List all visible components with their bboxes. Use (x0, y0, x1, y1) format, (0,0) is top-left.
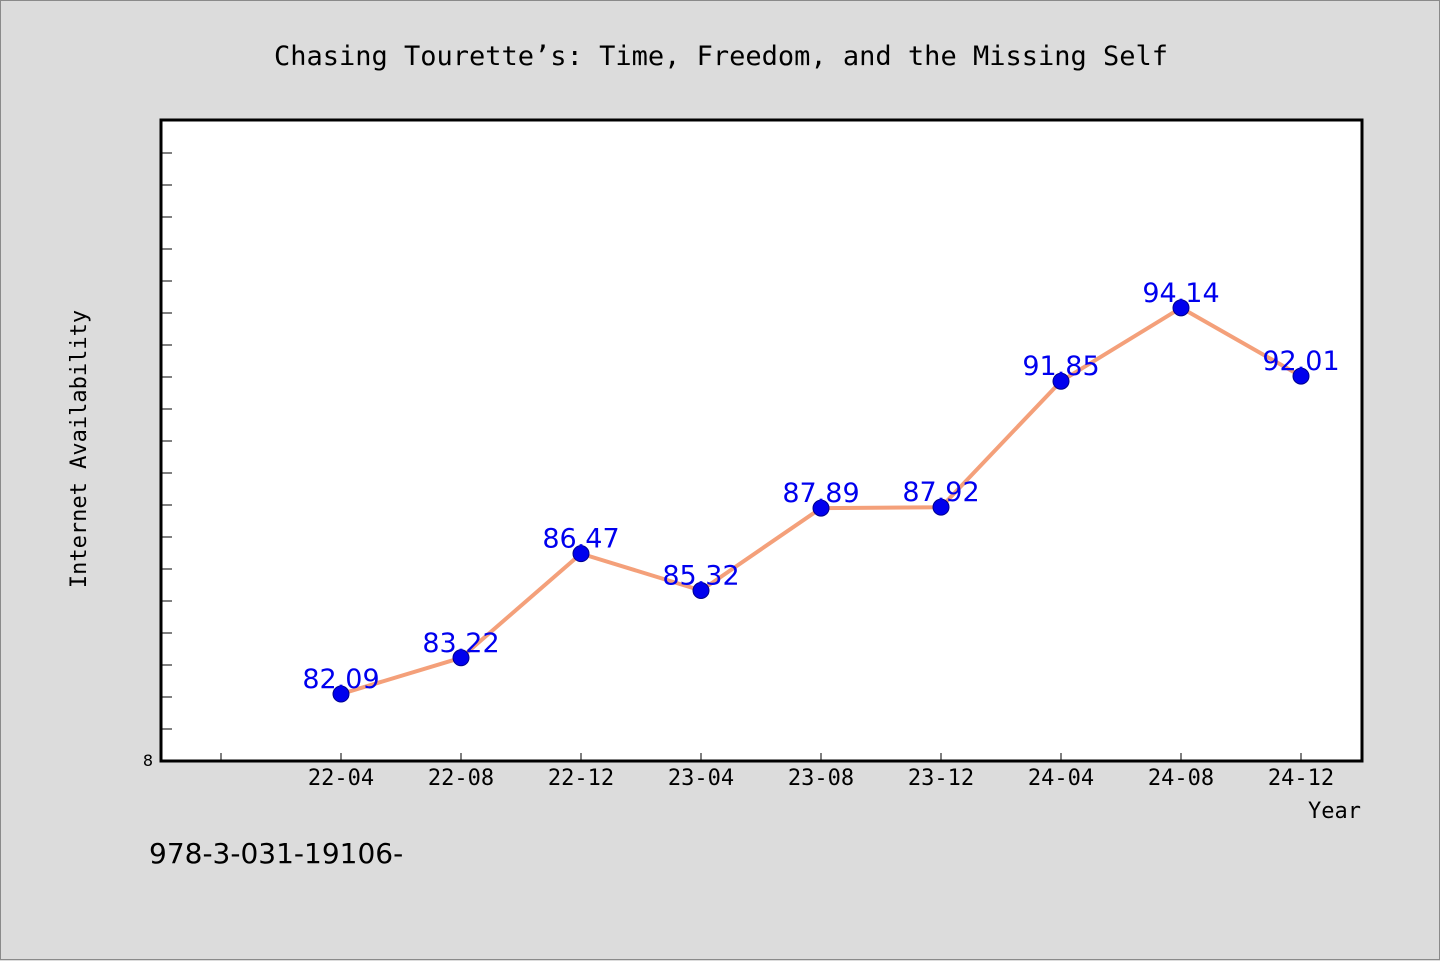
x-tick-label: 24-12 (1268, 766, 1334, 791)
data-point (332, 685, 350, 703)
data-point (932, 498, 950, 516)
data-label: 85.32 (662, 560, 739, 591)
isbn-text: 978-3-031-19106- (149, 837, 404, 870)
chart-title: Chasing Tourette’s: Time, Freedom, and t… (274, 41, 1168, 72)
series-layer: 82.09 83.22 86.47 85.32 87.89 87.92 91.85 94.14… (302, 278, 1340, 703)
data-label: 92.01 (1262, 346, 1339, 377)
x-tick-label: 23-12 (908, 766, 974, 791)
data-point (1172, 299, 1190, 317)
data-label: 94.14 (1142, 278, 1219, 309)
x-axis-label: Year (1308, 799, 1361, 824)
data-point (452, 649, 470, 667)
y-axis-label: Internet Availability (67, 310, 92, 588)
data-point (1052, 372, 1070, 390)
data-label: 86.47 (542, 524, 619, 555)
data-label: 82.09 (302, 664, 379, 695)
data-point (812, 499, 830, 517)
data-point (692, 581, 710, 599)
data-point (572, 545, 590, 563)
x-tick-label: 24-04 (1028, 766, 1094, 791)
data-label: 83.22 (422, 628, 499, 659)
x-tick-label: 22-12 (548, 766, 614, 791)
y-tick-label: 8 (143, 751, 153, 770)
x-axis-ticks: 22-04 22-08 22-12 23-04 23-08 23-12 24-04 24-08… (220, 753, 1334, 791)
data-label: 87.92 (902, 477, 979, 508)
data-label: 91.85 (1022, 351, 1099, 382)
data-point (1292, 367, 1310, 385)
y-axis-ticks (161, 152, 172, 730)
x-tick-label: 24-08 (1148, 766, 1214, 791)
x-tick-label: 22-08 (428, 766, 494, 791)
plot-area (159, 118, 1364, 763)
data-label: 87.89 (782, 478, 859, 509)
x-tick-label: 23-04 (668, 766, 734, 791)
x-tick-label: 23-08 (788, 766, 854, 791)
x-tick-label: 22-04 (308, 766, 374, 791)
